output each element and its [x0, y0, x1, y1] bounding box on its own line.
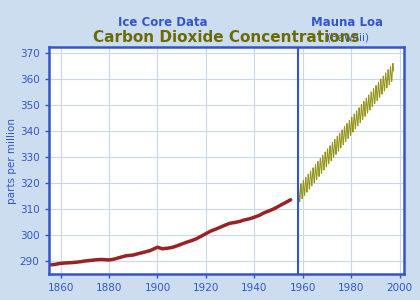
Title: Carbon Dioxide Concentrations: Carbon Dioxide Concentrations	[93, 30, 360, 45]
Text: Mauna Loa: Mauna Loa	[312, 16, 383, 29]
Text: Ice Core Data: Ice Core Data	[118, 16, 207, 29]
Text: (Hawaii): (Hawaii)	[326, 33, 369, 43]
Y-axis label: parts per million: parts per million	[7, 118, 17, 204]
